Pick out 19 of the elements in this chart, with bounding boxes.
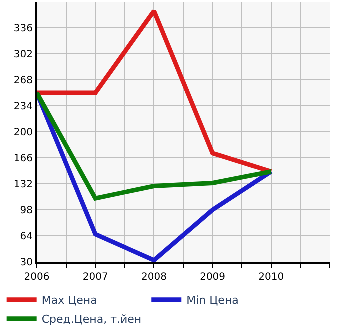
- y-tick-label: 30: [20, 258, 33, 268]
- y-tick-label: 336: [14, 24, 33, 34]
- y-tick-label: 98: [20, 206, 33, 216]
- y-tick-label: 268: [14, 76, 33, 86]
- y-tick-label: 132: [14, 180, 33, 190]
- legend-label: Сред.Цена, т.йен: [42, 313, 142, 326]
- legend-label: Min Цена: [186, 294, 239, 308]
- x-tick-label: 2009: [200, 272, 226, 283]
- line-series: [37, 90, 274, 201]
- legend-label: Max Цена: [42, 294, 98, 308]
- x-tick-label: 2006: [24, 272, 50, 283]
- x-tick-label: 2007: [82, 272, 108, 283]
- y-tick-label: 64: [20, 232, 33, 242]
- x-tick-label: 2010: [258, 272, 284, 283]
- x-tick-label: 2008: [141, 272, 167, 283]
- y-tick-label: 302: [14, 50, 33, 60]
- y-tick-label: 166: [14, 154, 33, 164]
- y-tick-label: 200: [14, 128, 33, 138]
- y-tick-label: 234: [14, 102, 33, 112]
